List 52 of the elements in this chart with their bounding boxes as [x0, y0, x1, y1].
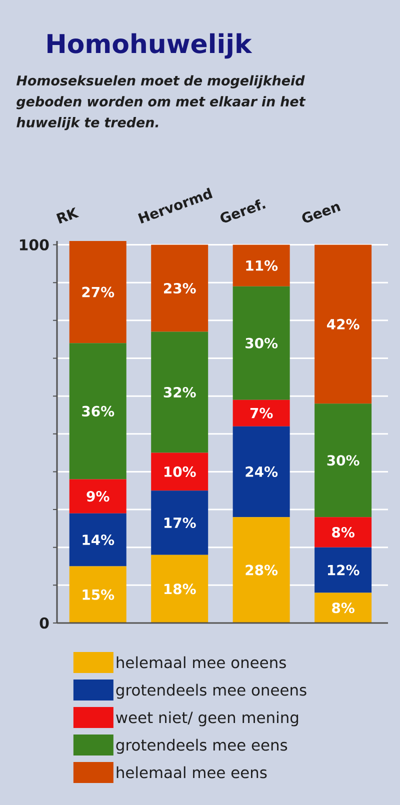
bar [232, 426, 290, 518]
bar [69, 513, 126, 566]
data-label: 30% [327, 455, 360, 466]
bar [151, 244, 208, 332]
x-tick-label: Geref. [220, 199, 266, 222]
bar [151, 452, 208, 491]
chart-title: Homohuwelijk [48, 33, 252, 59]
bar [232, 286, 290, 400]
bar [314, 244, 372, 404]
data-label: 32% [164, 387, 196, 398]
data-label: 8% [332, 526, 354, 538]
legend-label: grotendeels mee eens [116, 738, 288, 754]
bar [232, 244, 290, 286]
bar [151, 554, 208, 623]
data-label: 10% [164, 466, 196, 477]
bar [314, 547, 372, 593]
bar [151, 490, 208, 555]
legend-label: grotendeels mee oneens [116, 684, 306, 699]
data-label: 15% [82, 589, 114, 600]
bar [314, 517, 372, 548]
data-label: 17% [164, 517, 196, 528]
bar [232, 517, 290, 623]
data-label: 42% [326, 318, 360, 330]
legend-label: helemaal mee oneens [116, 656, 286, 668]
bar [151, 332, 208, 453]
data-label: 14% [82, 534, 114, 546]
bar [69, 240, 126, 344]
data-label: 36% [82, 406, 114, 416]
data-label: 9% [86, 491, 110, 502]
y-tick-label: 100 [20, 239, 49, 250]
data-label: 30% [246, 338, 278, 348]
bar [232, 400, 290, 426]
data-label: 27% [82, 286, 114, 298]
bar [314, 592, 372, 623]
bar [314, 404, 372, 518]
bar [69, 566, 126, 623]
legend-label: weet niet/ geen mening [116, 711, 298, 726]
x-tick-label: Geen [302, 204, 341, 222]
data-label: 8% [332, 602, 354, 614]
data-label: 11% [246, 260, 278, 271]
chart-subtitle: Homoseksuelen moet de mogelijkheid geboden worden om met elkaar in het huwelijk te treden. [16, 75, 306, 130]
data-label: 12% [328, 564, 360, 576]
bar [69, 343, 126, 480]
y-tick-label: 0 [40, 617, 49, 629]
data-label: 7% [250, 408, 273, 418]
data-label: 28% [246, 564, 278, 576]
data-label: 18% [164, 584, 196, 594]
data-label: 24% [246, 466, 278, 477]
legend-label: helemaal mee eens [116, 766, 267, 778]
x-tick-label: RK [56, 207, 80, 224]
data-label: 23% [164, 282, 196, 294]
bar [69, 479, 126, 514]
